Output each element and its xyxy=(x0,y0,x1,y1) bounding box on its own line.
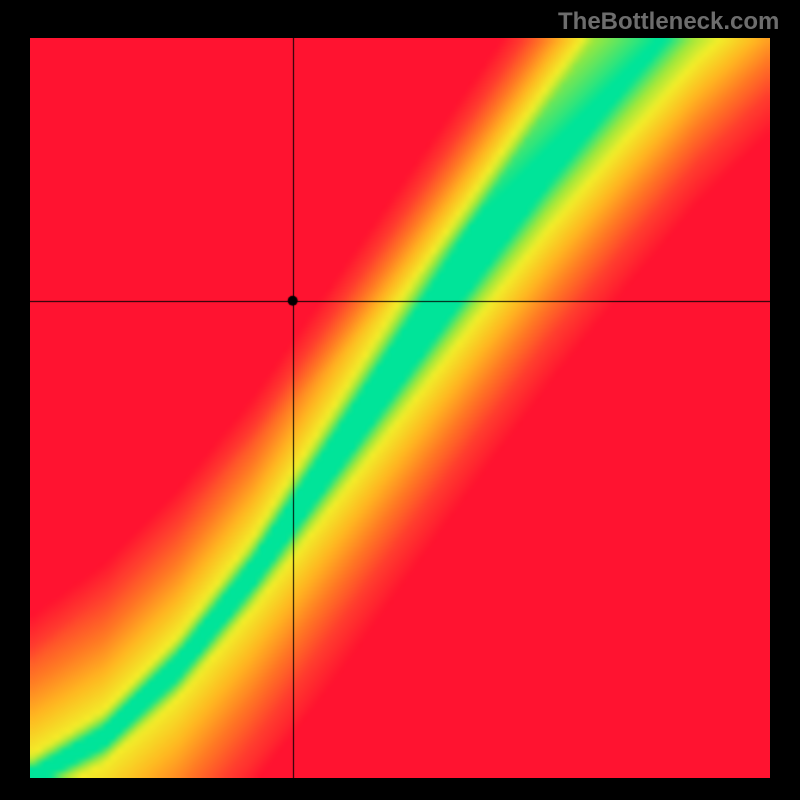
bottleneck-heatmap xyxy=(30,38,770,778)
watermark-text: TheBottleneck.com xyxy=(558,8,779,36)
